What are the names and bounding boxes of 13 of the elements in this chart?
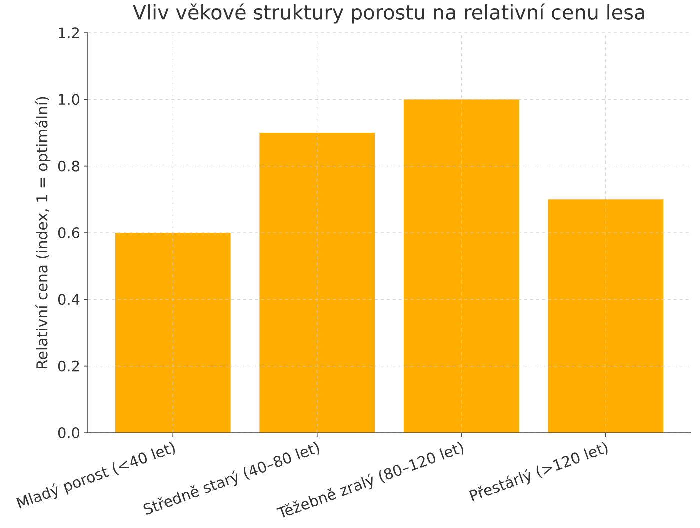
y-tick-label: 1.0 bbox=[59, 94, 80, 106]
y-tick-label: 0.0 bbox=[58, 428, 80, 438]
bar bbox=[404, 100, 520, 433]
bar bbox=[115, 232, 231, 433]
y-axis-title: Relativní cena (index, 1 = optimální) bbox=[36, 97, 51, 368]
y-tick-label: 1.2 bbox=[59, 28, 80, 38]
y-tick-label: 0.4 bbox=[58, 294, 80, 306]
chart-title: Vliv věkové struktury porostu na relativní cenu lesa bbox=[133, 4, 644, 24]
bar bbox=[260, 132, 376, 433]
y-tick-label: 0.2 bbox=[58, 360, 80, 372]
y-tick-label: 0.6 bbox=[58, 228, 80, 238]
y-tick-label: 0.8 bbox=[58, 160, 80, 172]
bar bbox=[548, 200, 664, 433]
